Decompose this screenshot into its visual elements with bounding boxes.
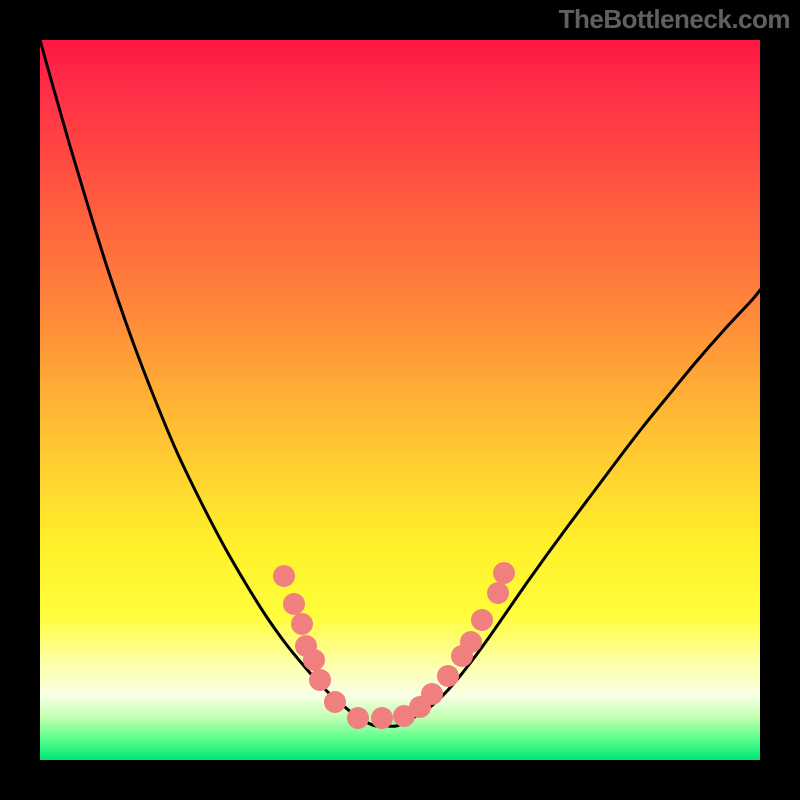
data-marker <box>303 649 325 671</box>
data-marker <box>460 631 482 653</box>
data-marker <box>487 582 509 604</box>
data-marker <box>371 707 393 729</box>
data-marker <box>324 691 346 713</box>
data-marker <box>493 562 515 584</box>
bottleneck-chart <box>0 0 800 800</box>
data-marker <box>273 565 295 587</box>
data-marker <box>471 609 493 631</box>
watermark-label: TheBottleneck.com <box>559 4 790 35</box>
data-marker <box>437 665 459 687</box>
data-marker <box>347 707 369 729</box>
data-marker <box>421 683 443 705</box>
chart-root: TheBottleneck.com <box>0 0 800 800</box>
data-marker <box>309 669 331 691</box>
plot-area <box>40 40 760 760</box>
data-marker <box>291 613 313 635</box>
data-marker <box>283 593 305 615</box>
